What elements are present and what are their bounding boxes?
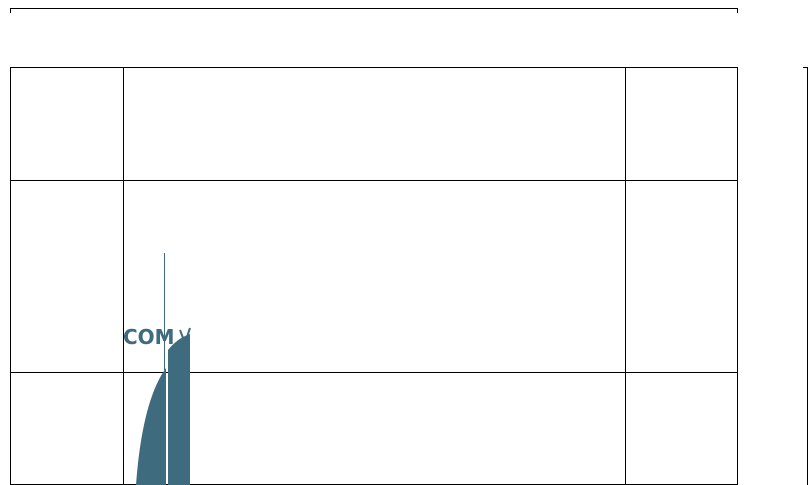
top-rule	[10, 8, 738, 13]
logo: COM	[123, 253, 190, 485]
logo-sail	[136, 368, 166, 485]
side-bracket	[803, 67, 808, 485]
screen: COM	[0, 0, 812, 485]
logo-sail	[168, 334, 190, 485]
table-grid	[10, 67, 738, 485]
logo-text: COM	[123, 325, 175, 349]
